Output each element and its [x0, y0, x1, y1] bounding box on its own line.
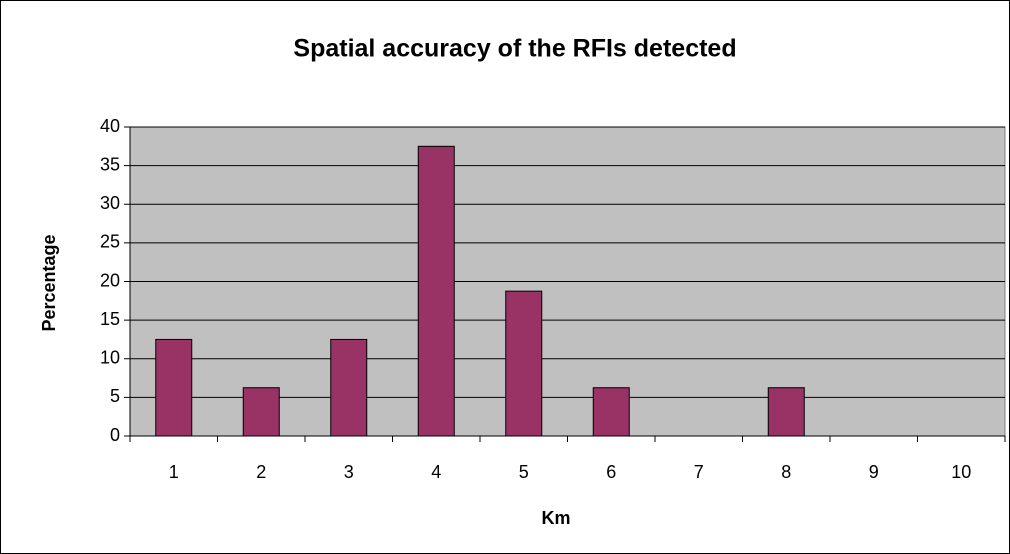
x-tick-label: 6	[606, 462, 616, 482]
y-tick-label: 30	[100, 193, 120, 213]
x-axis-title: Km	[541, 508, 570, 528]
y-tick-label: 20	[100, 270, 120, 290]
bar	[767, 387, 805, 437]
x-tick-label: 7	[694, 462, 704, 482]
x-tick-label: 5	[519, 462, 529, 482]
x-tick-label: 9	[869, 462, 879, 482]
bar	[155, 338, 193, 437]
y-tick-label: 15	[100, 309, 120, 329]
x-tick-label: 1	[169, 462, 179, 482]
bar	[505, 290, 543, 437]
x-tick-label: 8	[781, 462, 791, 482]
bar	[330, 338, 368, 437]
x-tick-label: 3	[344, 462, 354, 482]
y-axis-title: Percentage	[39, 234, 59, 331]
x-tick-label: 4	[431, 462, 441, 482]
chart-title: Spatial accuracy of the RFIs detected	[293, 35, 736, 63]
y-tick-label: 40	[100, 116, 120, 136]
y-tick-label: 0	[110, 425, 120, 445]
bar	[242, 387, 280, 437]
y-tick-label: 35	[100, 154, 120, 174]
bar	[592, 387, 630, 437]
y-tick-label: 25	[100, 232, 120, 252]
y-tick-label: 5	[110, 386, 120, 406]
bar	[417, 145, 455, 437]
y-tick-label: 10	[100, 348, 120, 368]
x-tick-label: 2	[256, 462, 266, 482]
x-tick-label: 10	[951, 462, 971, 482]
